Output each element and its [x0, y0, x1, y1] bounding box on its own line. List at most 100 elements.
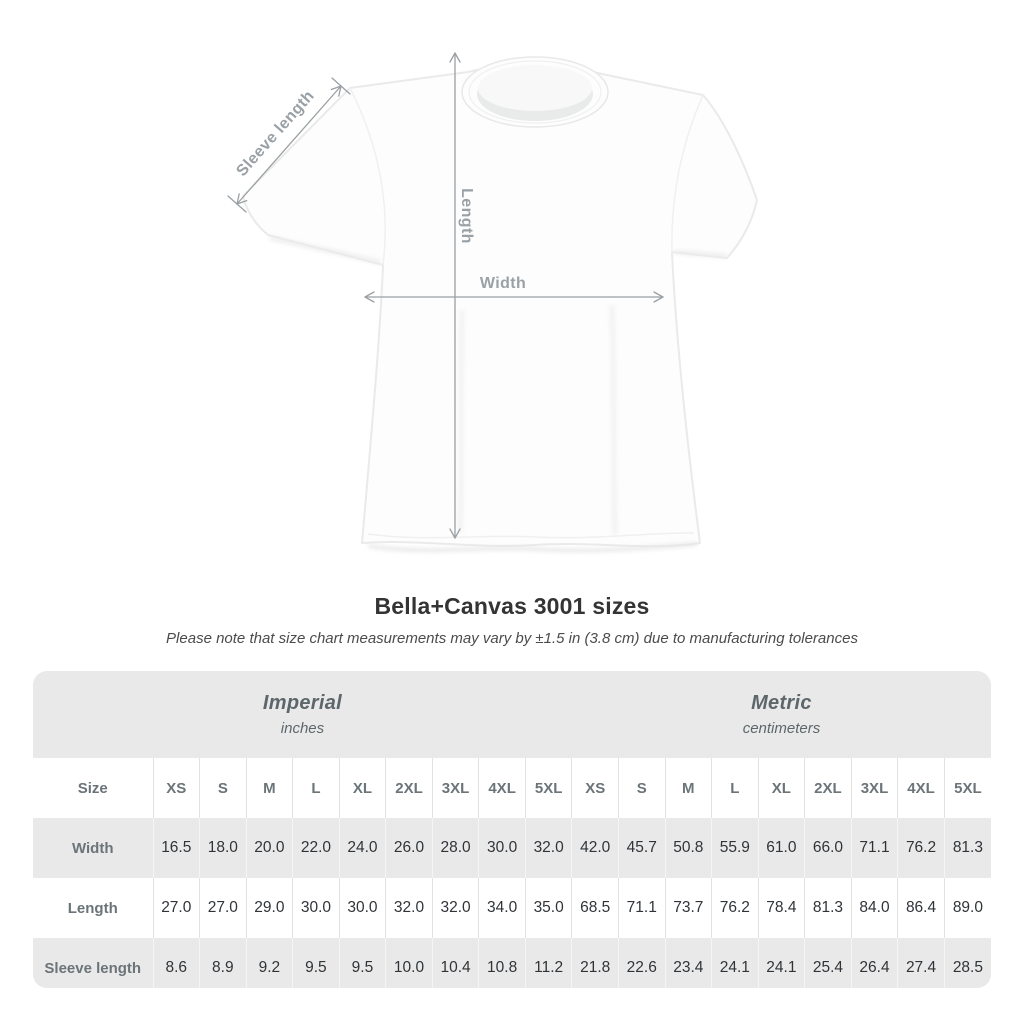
dimension-arrows: [227, 52, 664, 539]
size-column-header: XL: [338, 758, 386, 818]
length-value-cell: 34.0: [478, 878, 526, 938]
width-value-cell: 71.1: [850, 818, 898, 878]
tshirt-seams: [349, 87, 704, 539]
sleeve-length-value-cell: 24.1: [757, 938, 805, 988]
tshirt-collar: [461, 56, 609, 128]
length-value-cell: 68.5: [571, 878, 619, 938]
width-value-cell: 30.0: [478, 818, 526, 878]
sleeve-length-value-cell: 8.6: [152, 938, 200, 988]
sleeve-length-value-cell: 9.5: [338, 938, 386, 988]
size-column-header: L: [711, 758, 759, 818]
table-row-length: Length 27.0 27.0 29.0 30.0 30.0 32.0 32.0 34.0 3…: [33, 878, 991, 938]
imperial-group-title: Imperial: [262, 692, 343, 714]
size-column-header: XS: [571, 758, 619, 818]
width-value-cell: 50.8: [664, 818, 712, 878]
row-label-sleeve-length: Sleeve length: [33, 938, 153, 988]
size-column-header: L: [292, 758, 340, 818]
width-arrow: [364, 291, 664, 303]
size-column-header: S: [617, 758, 666, 818]
size-column-header: 5XL: [943, 758, 991, 818]
page-title: Bella+Canvas 3001 sizes: [374, 593, 650, 619]
sleeve-length-value-cell: 23.4: [664, 938, 712, 988]
sleeve-length-value-cell: 22.6: [617, 938, 666, 988]
length-value-cell: 78.4: [757, 878, 805, 938]
sleeve-length-value-cell: 10.4: [431, 938, 479, 988]
sleeve-length-arrow: [227, 77, 351, 213]
sleeve-length-value-cell: 21.8: [571, 938, 619, 988]
sleeve-length-value-cell: 24.1: [711, 938, 759, 988]
size-header-row: Size XS S M L XL 2XL 3XL 4XL 5XL XS S M L XL 2XL 3XL 4X…: [33, 758, 991, 818]
width-value-cell: 20.0: [245, 818, 293, 878]
metric-group-unit: centimeters: [742, 720, 821, 737]
tolerance-note: Please note that size chart measurements…: [166, 630, 858, 647]
size-column-header: XL: [757, 758, 805, 818]
size-column-header: XS: [152, 758, 200, 818]
width-value-cell: 66.0: [804, 818, 852, 878]
table-row-width: Width 16.5 18.0 20.0 22.0 24.0 26.0 28.0 30.0 32…: [33, 818, 991, 878]
sleeve-length-value-cell: 28.5: [943, 938, 991, 988]
length-value-cell: 29.0: [245, 878, 293, 938]
width-value-cell: 45.7: [617, 818, 666, 878]
size-column-header: 2XL: [385, 758, 433, 818]
width-value-cell: 32.0: [524, 818, 572, 878]
sleeve-length-value-cell: 10.8: [478, 938, 526, 988]
length-value-cell: 32.0: [431, 878, 479, 938]
tshirt-body: [242, 63, 758, 548]
tshirt-illustration: [227, 52, 758, 553]
size-header-cell: Size: [33, 758, 153, 818]
size-table-card: Imperial inches Metric centimeters Size …: [33, 671, 991, 988]
size-table: Imperial inches Metric centimeters Size …: [33, 671, 991, 988]
width-value-cell: 42.0: [571, 818, 619, 878]
size-column-header: 5XL: [524, 758, 572, 818]
width-value-cell: 22.0: [292, 818, 340, 878]
sleeve-length-value-cell: 27.4: [897, 938, 945, 988]
sleeve-length-value-cell: 8.9: [199, 938, 247, 988]
length-value-cell: 27.0: [152, 878, 200, 938]
length-value-cell: 32.0: [385, 878, 433, 938]
length-value-cell: 84.0: [850, 878, 898, 938]
length-value-cell: 30.0: [338, 878, 386, 938]
sleeve-length-value-cell: 25.4: [804, 938, 852, 988]
size-column-header: S: [199, 758, 247, 818]
sleeve-length-value-cell: 9.2: [245, 938, 293, 988]
imperial-group-unit: inches: [280, 720, 325, 737]
length-value-cell: 71.1: [617, 878, 666, 938]
row-label-length: Length: [33, 878, 153, 938]
tshirt-shading: [269, 236, 728, 553]
width-value-cell: 18.0: [199, 818, 247, 878]
size-column-header: M: [664, 758, 712, 818]
sleeve-length-value-cell: 9.5: [292, 938, 340, 988]
tshirt-measurement-diagram: Sleeve length Length Width: [227, 52, 758, 553]
metric-group-header: Metric centimeters: [572, 671, 991, 758]
length-arrow: [449, 52, 461, 539]
size-column-header: 4XL: [478, 758, 526, 818]
width-label: Width: [479, 275, 527, 292]
length-value-cell: 27.0: [199, 878, 247, 938]
sleeve-length-value-cell: 11.2: [524, 938, 572, 988]
length-value-cell: 35.0: [524, 878, 572, 938]
size-column-header: 4XL: [897, 758, 945, 818]
size-column-header: 3XL: [431, 758, 479, 818]
length-value-cell: 73.7: [664, 878, 712, 938]
width-value-cell: 55.9: [711, 818, 759, 878]
size-column-header: 2XL: [804, 758, 852, 818]
length-value-cell: 81.3: [804, 878, 852, 938]
length-value-cell: 89.0: [943, 878, 991, 938]
width-value-cell: 61.0: [757, 818, 805, 878]
unit-group-header-row: Imperial inches Metric centimeters: [33, 671, 991, 758]
width-value-cell: 24.0: [338, 818, 386, 878]
size-column-header: 3XL: [850, 758, 898, 818]
table-row-sleeve-length: Sleeve length 8.6 8.9 9.2 9.5 9.5 10.0 10.4 10.…: [33, 938, 991, 988]
length-value-cell: 76.2: [711, 878, 759, 938]
width-value-cell: 81.3: [943, 818, 991, 878]
size-column-header: M: [245, 758, 293, 818]
length-label: Length: [458, 188, 475, 244]
sleeve-length-value-cell: 26.4: [850, 938, 898, 988]
imperial-group-header: Imperial inches: [33, 671, 572, 758]
length-value-cell: 86.4: [897, 878, 945, 938]
width-value-cell: 28.0: [431, 818, 479, 878]
metric-group-title: Metric: [751, 692, 812, 714]
width-value-cell: 76.2: [897, 818, 945, 878]
width-value-cell: 26.0: [385, 818, 433, 878]
